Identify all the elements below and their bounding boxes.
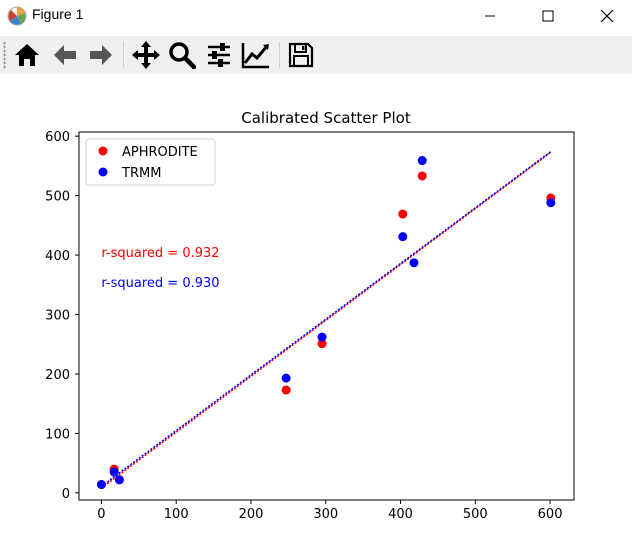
data-point <box>109 467 119 477</box>
legend-marker <box>98 146 108 156</box>
configure-subplots-icon <box>208 43 230 67</box>
pan-icon <box>132 41 160 69</box>
data-point <box>417 156 427 166</box>
zoom-icon <box>169 42 196 69</box>
back-arrow-icon <box>54 45 76 65</box>
save-button[interactable] <box>285 39 317 71</box>
y-tick-label: 300 <box>45 309 70 324</box>
data-point <box>398 232 408 242</box>
x-tick-label: 0 <box>97 507 105 522</box>
close-icon <box>600 9 614 23</box>
legend-marker <box>98 167 108 177</box>
edit-axis-button[interactable] <box>240 39 272 71</box>
navigation-toolbar <box>0 36 632 74</box>
close-button[interactable] <box>584 0 630 32</box>
legend-label: APHRODITE <box>122 145 198 160</box>
chart-title: Calibrated Scatter Plot <box>241 109 411 127</box>
regression-line <box>100 150 552 487</box>
figure-canvas[interactable]: Calibrated Scatter Plot 0 100 200 300 400 500… <box>0 74 632 545</box>
maximize-icon <box>542 10 554 22</box>
x-tick-label: 400 <box>388 507 413 522</box>
data-point <box>409 258 419 268</box>
x-tick-label: 100 <box>164 507 189 522</box>
y-tick-label: 600 <box>45 130 70 145</box>
back-button[interactable] <box>49 39 81 71</box>
data-point <box>114 475 124 485</box>
data-point <box>398 209 408 219</box>
r-squared-annotation: r-squared = 0.932 <box>101 246 219 261</box>
home-icon <box>15 44 39 66</box>
minimize-button[interactable] <box>467 0 513 32</box>
toolbar-separator <box>123 42 124 68</box>
legend-box <box>85 138 216 186</box>
data-point <box>96 480 106 490</box>
zoom-button[interactable] <box>166 39 198 71</box>
edit-axis-icon <box>241 43 269 69</box>
x-tick-label: 300 <box>313 507 338 522</box>
legend-label: TRMM <box>121 166 161 181</box>
y-tick-label: 100 <box>45 427 70 442</box>
y-tick-label: 500 <box>45 190 70 205</box>
pan-button[interactable] <box>130 39 162 71</box>
y-tick-label: 200 <box>45 368 70 383</box>
r-squared-annotation: r-squared = 0.930 <box>101 276 219 291</box>
matplotlib-icon <box>7 6 27 26</box>
maximize-button[interactable] <box>525 0 571 32</box>
configure-subplots-button[interactable] <box>203 39 235 71</box>
window-title: Figure 1 <box>32 6 84 22</box>
save-icon <box>288 42 314 68</box>
x-tick-label: 500 <box>463 507 488 522</box>
title-bar: Figure 1 <box>0 0 632 32</box>
y-tick-label: 0 <box>62 487 70 502</box>
data-point <box>281 373 291 383</box>
plot-frame <box>78 131 575 501</box>
y-tick-label: 400 <box>45 249 70 264</box>
data-point <box>281 385 291 395</box>
toolbar-separator <box>279 42 280 68</box>
home-button[interactable] <box>11 39 43 71</box>
forward-arrow-icon <box>90 45 112 65</box>
forward-button[interactable] <box>85 39 117 71</box>
axes: 0 100 200 300 400 500 600 0 100 200 300 400 500 600 r-… <box>45 130 575 522</box>
x-tick-label: 600 <box>538 507 563 522</box>
data-point <box>317 332 327 342</box>
toolbar-grip <box>3 41 6 69</box>
data-point <box>317 339 327 349</box>
minimize-icon <box>485 15 495 17</box>
data-point <box>417 171 427 181</box>
data-point <box>546 198 556 208</box>
x-tick-label: 200 <box>239 507 264 522</box>
